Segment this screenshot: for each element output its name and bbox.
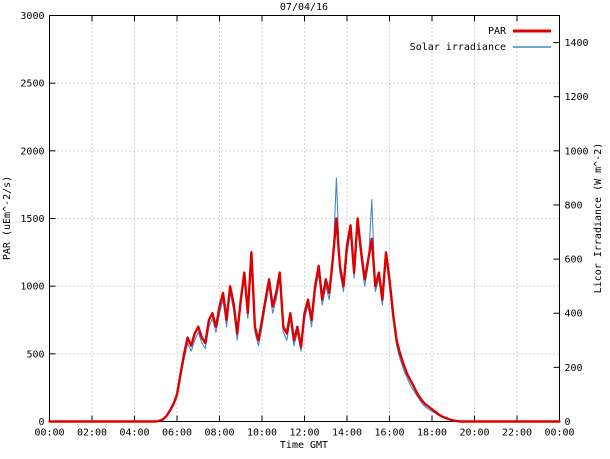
x-axis-label: Time GMT bbox=[280, 440, 328, 451]
legend-label-par: PAR bbox=[488, 26, 507, 37]
svg-text:500: 500 bbox=[26, 349, 44, 360]
svg-text:22:00: 22:00 bbox=[502, 428, 532, 439]
legend-label-solar: Solar irradiance bbox=[410, 42, 506, 53]
svg-text:18:00: 18:00 bbox=[417, 428, 447, 439]
svg-text:2500: 2500 bbox=[20, 79, 44, 90]
svg-text:200: 200 bbox=[565, 363, 583, 374]
svg-text:0: 0 bbox=[38, 417, 44, 428]
svg-text:1000: 1000 bbox=[565, 146, 589, 157]
series-line-par bbox=[48, 217, 561, 423]
svg-text:16:00: 16:00 bbox=[374, 428, 404, 439]
svg-text:600: 600 bbox=[565, 255, 583, 266]
right-axis-label: Licor Irradiance (W m^-2) bbox=[593, 143, 604, 294]
left-axis-label: PAR (uEm^-2/s) bbox=[2, 176, 13, 260]
axes bbox=[49, 15, 560, 422]
svg-text:1500: 1500 bbox=[20, 214, 44, 225]
svg-text:10:00: 10:00 bbox=[247, 428, 277, 439]
svg-text:12:00: 12:00 bbox=[289, 428, 319, 439]
svg-text:3000: 3000 bbox=[20, 11, 44, 22]
svg-text:400: 400 bbox=[565, 309, 583, 320]
svg-text:14:00: 14:00 bbox=[332, 428, 362, 439]
chart-title: 07/04/16 bbox=[280, 2, 328, 13]
svg-text:1400: 1400 bbox=[565, 38, 589, 49]
svg-text:800: 800 bbox=[565, 200, 583, 211]
svg-text:0: 0 bbox=[565, 417, 571, 428]
svg-text:20:00: 20:00 bbox=[459, 428, 489, 439]
svg-text:06:00: 06:00 bbox=[162, 428, 192, 439]
svg-text:1200: 1200 bbox=[565, 92, 589, 103]
legend: PAR Solar irradiance bbox=[410, 26, 551, 53]
data-series bbox=[48, 177, 561, 423]
svg-text:08:00: 08:00 bbox=[204, 428, 234, 439]
svg-text:02:00: 02:00 bbox=[77, 428, 107, 439]
svg-text:1000: 1000 bbox=[20, 282, 44, 293]
grid-lines bbox=[49, 15, 560, 422]
svg-text:00:00: 00:00 bbox=[34, 428, 64, 439]
tick-labels: 00:00 02:00 04:00 06:00 08:00 10:00 12:00 14:00… bbox=[20, 11, 588, 439]
svg-text:00:00: 00:00 bbox=[544, 428, 574, 439]
svg-text:2000: 2000 bbox=[20, 146, 44, 157]
svg-text:04:00: 04:00 bbox=[119, 428, 149, 439]
